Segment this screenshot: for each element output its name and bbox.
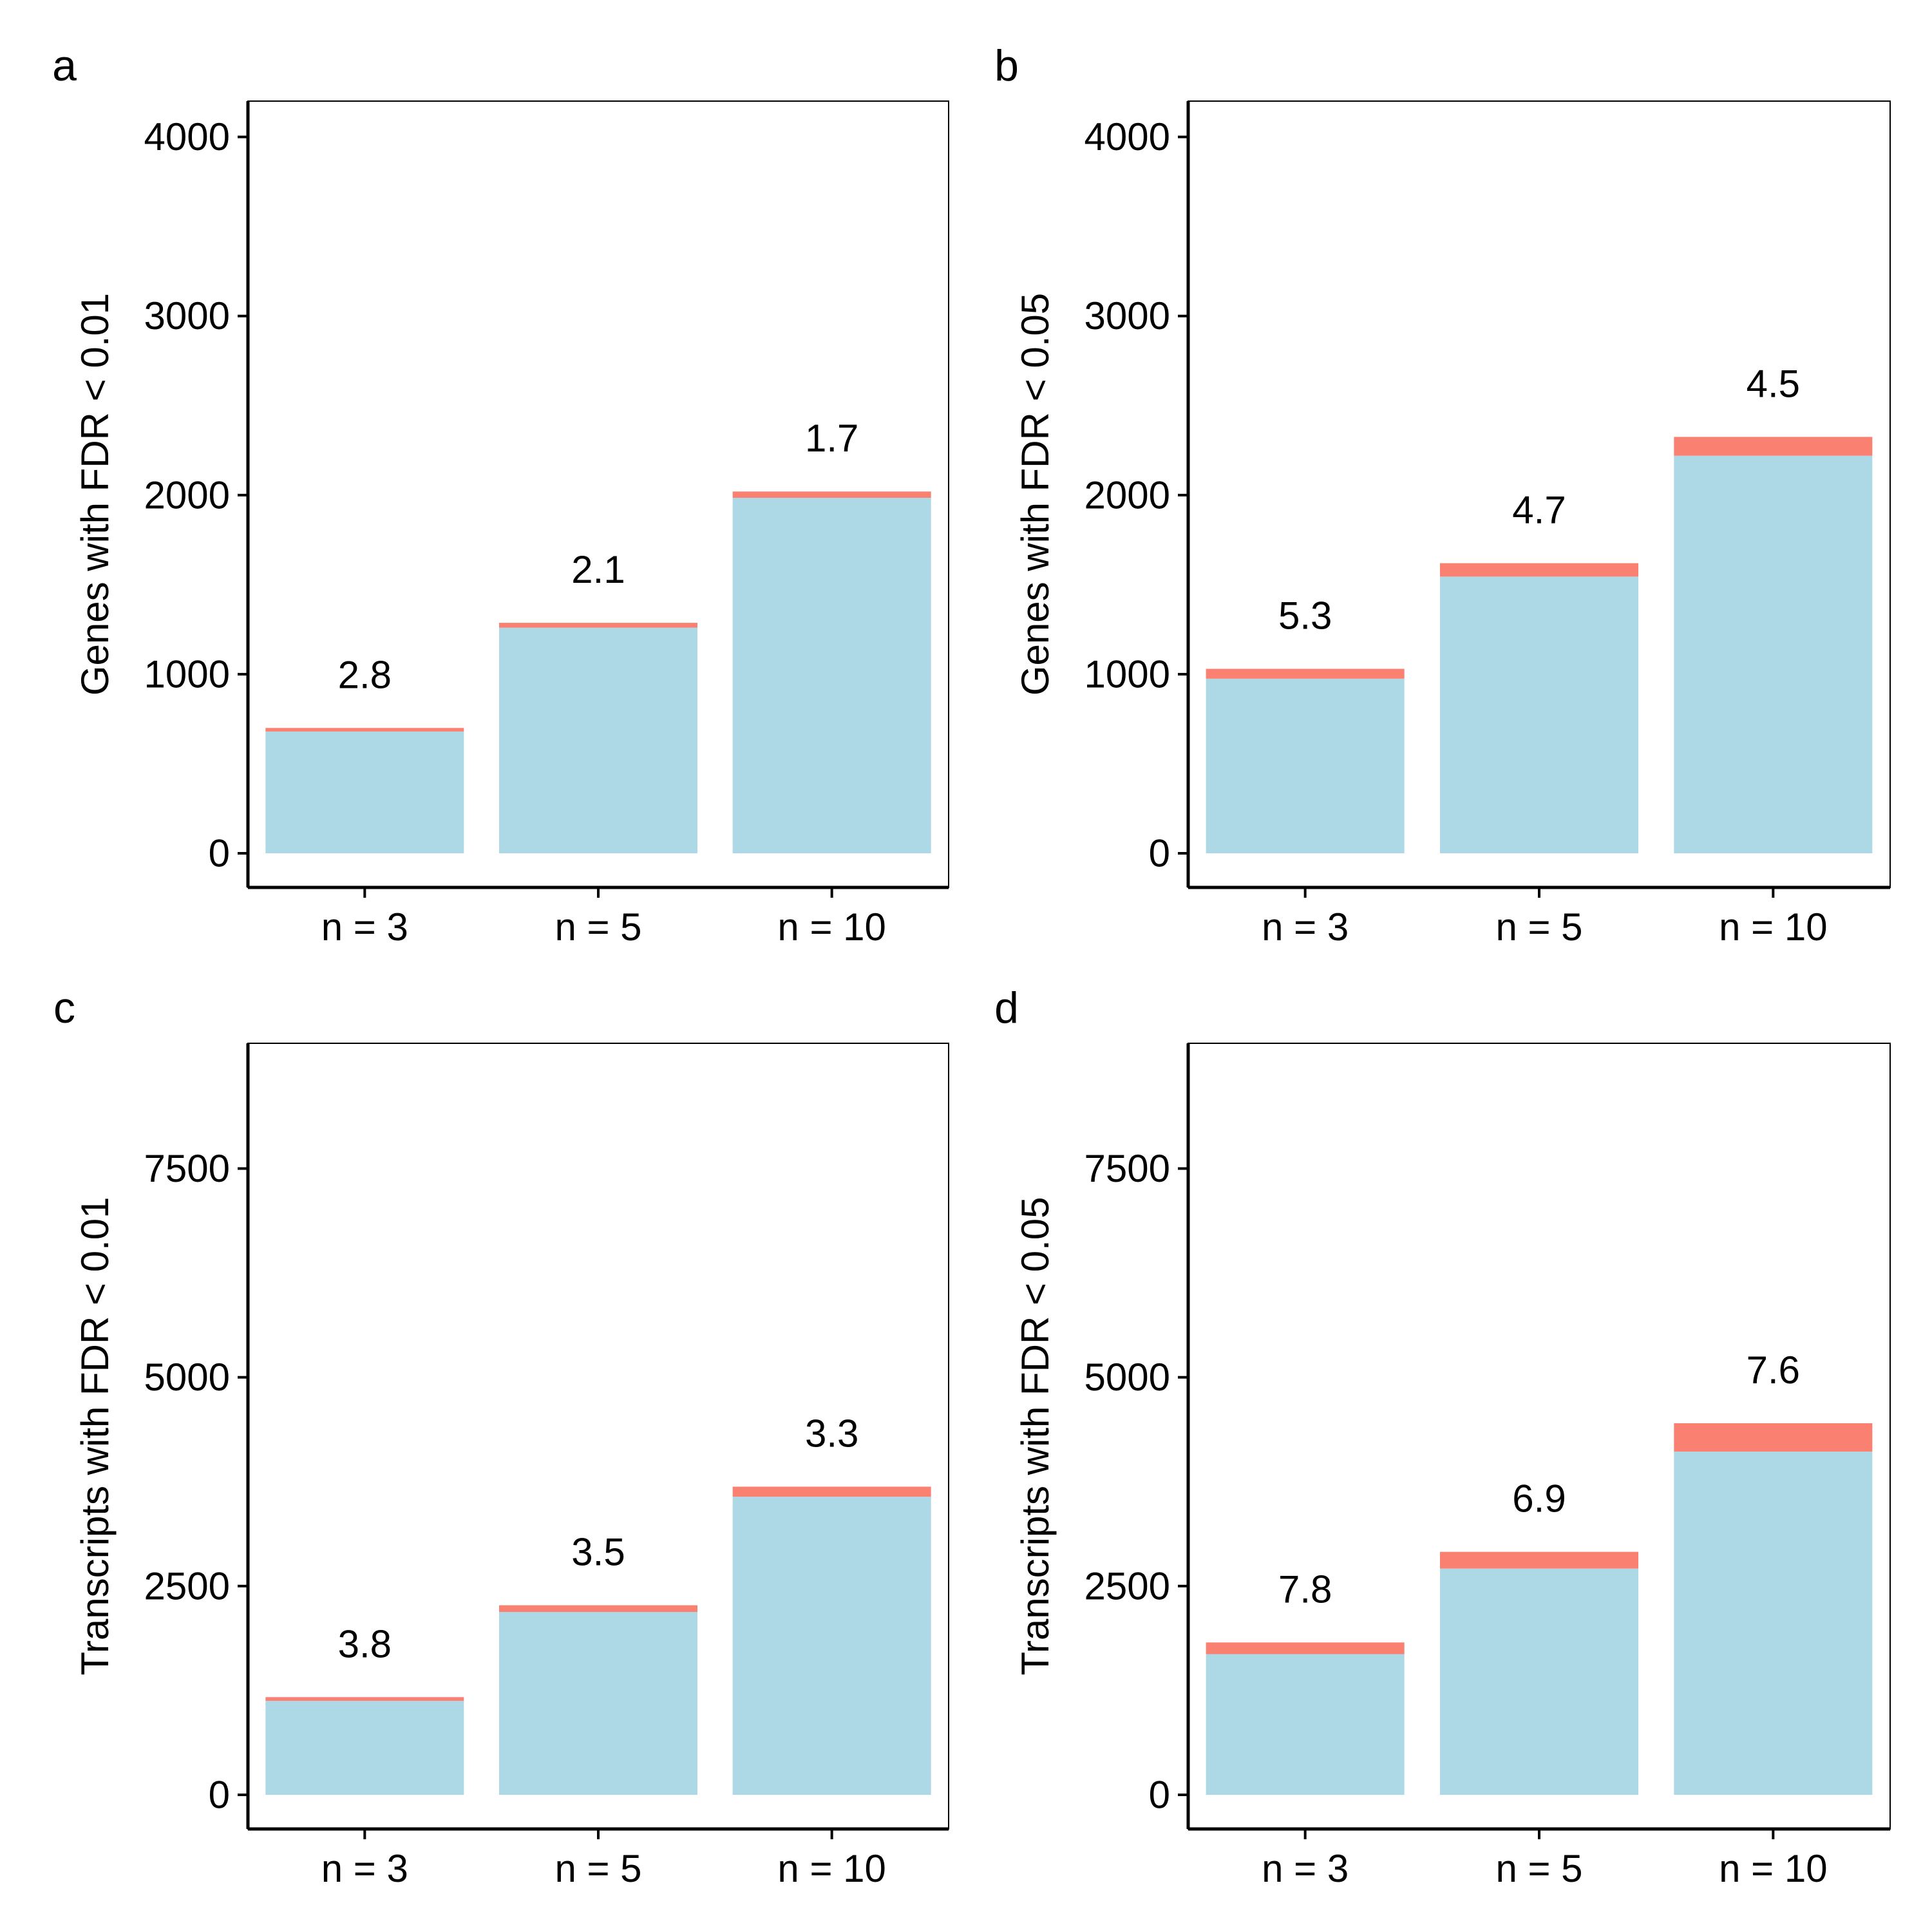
data-label: 1.7 [805,417,858,460]
bar-top [1206,668,1405,679]
y-axis-label: Genes with FDR < 0.05 [1014,293,1057,696]
x-tick-label: n = 5 [1495,905,1582,949]
bar-base [1440,1568,1638,1795]
x-tick-label: n = 3 [1262,1847,1349,1890]
y-tick-label: 2500 [1084,1564,1170,1607]
bar-top [265,728,464,732]
data-label: 4.7 [1512,488,1566,531]
bar-base [265,731,464,853]
y-axis-label: Transcripts with FDR < 0.01 [73,1197,117,1676]
y-tick-label: 2000 [144,473,230,516]
data-label: 2.1 [571,548,625,591]
y-tick-label: 7500 [1084,1147,1170,1190]
x-tick-label: n = 10 [1719,1847,1828,1890]
bar-base [732,497,931,853]
bar-base [1440,576,1638,853]
bar-top [1440,1551,1638,1569]
y-tick-label: 0 [209,1774,230,1817]
y-tick-label: 0 [1149,832,1170,875]
bar-top [499,623,697,628]
panel-label: a [52,41,77,90]
x-tick-label: n = 3 [1262,905,1349,949]
data-label: 2.8 [338,653,392,696]
panel-c: c Transcripts with FDR < 0.01 3.8 n = 3 3.5 n… [53,983,949,1890]
bar-base [499,1612,697,1795]
y-tick-label: 5000 [1084,1356,1170,1399]
panel-label: b [994,41,1019,90]
data-label: 5.3 [1278,594,1332,638]
x-tick-label: n = 3 [321,1847,408,1890]
bar-top [499,1605,697,1613]
bar-top [265,1697,464,1701]
x-tick-label: n = 5 [554,905,641,949]
y-tick-label: 0 [1149,1774,1170,1817]
data-label: 7.8 [1278,1567,1332,1611]
x-tick-label: n = 10 [777,1847,886,1890]
y-tick-label: 5000 [144,1356,230,1399]
bar-base [499,627,697,853]
bar-top [732,491,931,498]
x-tick-label: n = 5 [554,1847,641,1890]
panel-label: c [53,983,75,1032]
x-tick-label: n = 10 [777,905,886,949]
y-tick-label: 1000 [144,652,230,696]
y-tick-label: 7500 [144,1147,230,1190]
data-label: 7.6 [1747,1349,1800,1392]
bar-base [1206,1654,1405,1795]
y-tick-label: 3000 [1084,294,1170,337]
bar-top [1674,437,1873,456]
y-tick-label: 3000 [144,294,230,337]
data-label: 4.5 [1747,362,1800,405]
x-tick-label: n = 10 [1719,905,1828,949]
panel-b: b Genes with FDR < 0.05 5.3 n = 3 4.7 n = 5 4.… [994,41,1891,949]
y-tick-label: 0 [209,832,230,875]
y-tick-label: 4000 [144,115,230,158]
bar-base [1674,455,1873,853]
panel-a: a Genes with FDR < 0.01 2.8 n = 3 2.1 n = 5 1.… [52,41,949,949]
y-tick-label: 2500 [144,1564,230,1607]
panel-d: d Transcripts with FDR < 0.05 7.8 n = 3 6.9 n… [994,983,1891,1890]
data-label: 6.9 [1512,1477,1566,1520]
data-label: 3.5 [571,1531,625,1574]
bar-base [1674,1452,1873,1795]
panel-label: d [994,983,1019,1032]
bar-base [265,1701,464,1795]
data-label: 3.8 [338,1622,392,1665]
data-label: 3.3 [805,1412,858,1455]
y-tick-label: 1000 [1084,652,1170,696]
bar-base [1206,678,1405,853]
bar-top [1440,563,1638,577]
y-axis-label: Genes with FDR < 0.01 [73,293,117,696]
y-tick-label: 4000 [1084,115,1170,158]
x-tick-label: n = 3 [321,905,408,949]
bar-top [1206,1642,1405,1654]
bar-top [1674,1423,1873,1452]
y-axis-label: Transcripts with FDR < 0.05 [1014,1197,1057,1676]
y-tick-label: 2000 [1084,473,1170,516]
bar-top [732,1486,931,1497]
bar-base [732,1497,931,1795]
x-tick-label: n = 5 [1495,1847,1582,1890]
